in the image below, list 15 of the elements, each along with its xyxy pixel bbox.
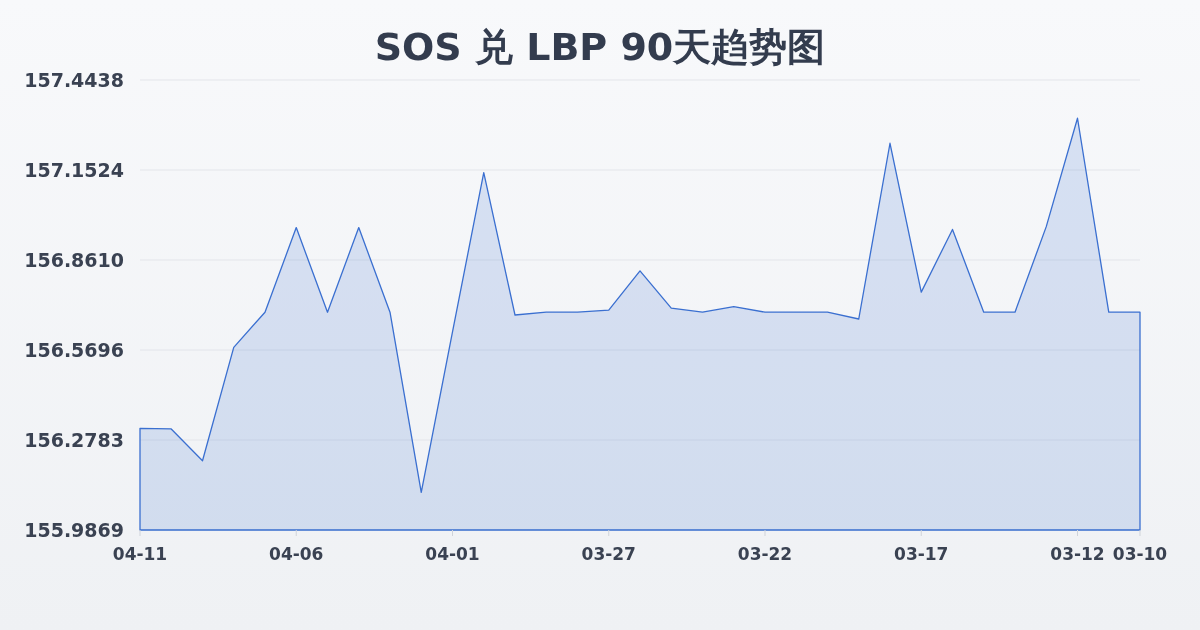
chart-title: SOS 兑 LBP 90天趋势图 bbox=[374, 25, 826, 69]
x-tick-label: 03-10 bbox=[1112, 544, 1168, 564]
x-tick-label: 04-06 bbox=[269, 544, 324, 564]
y-tick-label: 157.1524 bbox=[24, 159, 124, 182]
x-tick-label: 04-11 bbox=[112, 544, 168, 564]
y-tick-label: 156.5696 bbox=[24, 339, 124, 362]
x-tick-label: 03-17 bbox=[894, 544, 949, 564]
x-tick-label: 03-12 bbox=[1050, 544, 1105, 564]
y-tick-label: 156.8610 bbox=[24, 249, 124, 272]
y-tick-label: 156.2783 bbox=[24, 428, 124, 451]
y-tick-label: 157.4438 bbox=[24, 69, 124, 91]
x-tick-label: 03-27 bbox=[581, 544, 636, 564]
x-tick-label: 03-22 bbox=[737, 544, 793, 564]
y-tick-label: 155.9869 bbox=[24, 519, 124, 541]
x-tick-label: 04-01 bbox=[425, 544, 480, 564]
